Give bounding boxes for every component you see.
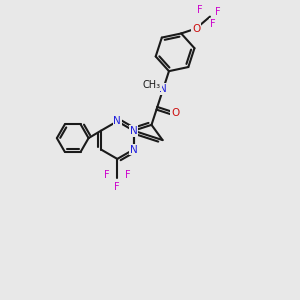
Text: F: F (215, 7, 221, 17)
Text: F: F (125, 170, 131, 180)
Text: F: F (115, 182, 120, 192)
Text: N: N (130, 145, 137, 154)
Text: O: O (171, 108, 179, 118)
Text: N: N (159, 84, 167, 94)
Text: N: N (130, 126, 137, 136)
Text: F: F (210, 19, 216, 28)
Text: F: F (103, 170, 109, 180)
Text: O: O (192, 23, 200, 34)
Text: F: F (197, 5, 203, 15)
Text: N: N (113, 116, 121, 126)
Text: CH₃: CH₃ (143, 80, 161, 90)
